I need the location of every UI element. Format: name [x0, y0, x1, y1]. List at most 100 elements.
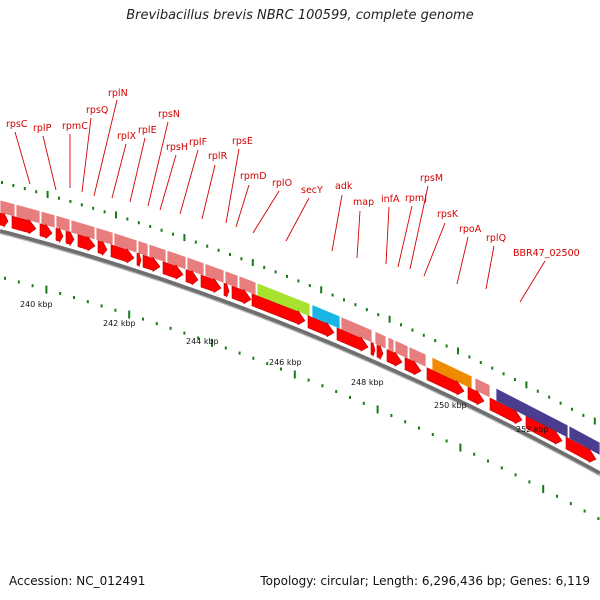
gene-label[interactable]: rpmJ — [405, 193, 427, 204]
gene-label[interactable]: rpsE — [232, 136, 253, 147]
minor-tick — [502, 372, 505, 376]
gene-label[interactable]: rplO — [272, 178, 292, 189]
kbp-label: 246 kbp — [269, 358, 302, 367]
minor-tick — [155, 322, 158, 326]
label-leader — [111, 143, 127, 199]
minor-tick — [142, 317, 144, 321]
gene-label[interactable]: rpsM — [420, 173, 443, 184]
major-tick — [376, 405, 379, 414]
gene-label[interactable]: BBR47_02500 — [513, 248, 580, 259]
label-leader — [485, 245, 495, 290]
minor-tick — [321, 384, 324, 388]
cds-arrow — [65, 230, 75, 247]
label-leader — [356, 210, 361, 259]
gene-feature — [374, 330, 387, 350]
minor-tick — [252, 356, 255, 360]
cds-arrow — [77, 234, 96, 252]
major-tick — [115, 211, 117, 219]
minor-tick — [172, 232, 174, 236]
gene-label[interactable]: rpmC — [62, 121, 88, 132]
label-leaders — [14, 99, 546, 303]
minor-tick — [86, 300, 89, 304]
major-tick — [459, 443, 462, 452]
minor-tick — [362, 401, 365, 405]
minor-tick — [556, 494, 558, 498]
minor-tick — [197, 336, 200, 340]
minor-tick — [35, 190, 38, 194]
gene-label[interactable]: rpmD — [240, 171, 267, 182]
cds-arrow — [251, 293, 306, 326]
major-tick — [45, 285, 48, 294]
gene-label[interactable]: rplF — [189, 137, 207, 148]
gene-label[interactable]: adk — [335, 181, 353, 192]
major-tick — [46, 190, 49, 198]
map-title: Brevibacillus brevis NBRC 100599, comple… — [126, 8, 474, 23]
gene-label[interactable]: map — [353, 197, 374, 208]
cds-arrow — [142, 254, 161, 272]
gene-label[interactable]: rplN — [108, 88, 128, 99]
minor-tick — [73, 296, 75, 300]
gene-label[interactable]: secY — [301, 185, 323, 196]
gene-label[interactable]: rplP — [33, 123, 52, 134]
gene-label[interactable]: rpsC — [6, 119, 28, 130]
cds-arrow — [426, 367, 465, 396]
minor-tick — [559, 401, 562, 405]
cds-arrow — [489, 397, 523, 425]
cds-arrow — [11, 215, 37, 235]
minor-tick — [335, 390, 338, 394]
gene-label[interactable]: rplQ — [486, 233, 506, 244]
minor-tick — [23, 187, 26, 191]
gene-label[interactable]: infA — [381, 194, 400, 205]
minor-tick — [103, 210, 106, 214]
minor-tick — [582, 413, 585, 417]
major-tick — [457, 347, 459, 355]
gene-label[interactable]: rpsH — [166, 142, 188, 153]
label-leader — [147, 121, 169, 207]
minor-tick — [571, 407, 573, 411]
gene-label[interactable]: rplE — [138, 125, 157, 136]
major-tick — [251, 259, 254, 267]
cds-arrow — [307, 315, 335, 338]
label-leader — [129, 137, 146, 203]
major-tick — [293, 370, 296, 379]
inner-tick-track — [4, 276, 600, 521]
minor-tick — [240, 257, 243, 261]
cds-arrow — [162, 261, 184, 280]
backbone-ring — [0, 229, 600, 477]
minor-tick — [500, 466, 503, 470]
major-tick — [542, 485, 545, 494]
minor-tick — [514, 473, 517, 477]
cds-arrow — [565, 436, 597, 463]
gene-label[interactable]: rpsK — [437, 209, 459, 220]
minor-tick — [434, 339, 437, 343]
kbp-label: 248 kbp — [351, 378, 384, 387]
minor-tick — [569, 502, 572, 506]
minor-tick — [390, 414, 393, 418]
label-leader — [159, 154, 177, 211]
gene-label[interactable]: rpsN — [158, 109, 180, 120]
minor-tick — [238, 351, 241, 355]
minor-tick — [349, 395, 351, 399]
minor-tick — [194, 240, 197, 244]
major-tick — [128, 310, 131, 319]
major-tick — [183, 234, 186, 242]
major-tick — [593, 417, 596, 425]
kbp-label: 250 kbp — [434, 401, 467, 410]
minor-tick — [224, 346, 227, 350]
accession-text: Accession: NC_012491 — [9, 574, 146, 588]
label-leader — [252, 190, 280, 234]
backbone-shadow — [0, 232, 600, 477]
minor-tick — [354, 303, 357, 307]
minor-tick — [114, 308, 117, 312]
gene-label[interactable]: rplR — [208, 151, 228, 162]
gene-label[interactable]: rpsQ — [86, 105, 108, 116]
major-tick — [211, 338, 213, 347]
minor-tick — [411, 328, 414, 332]
cds-arrow — [223, 282, 230, 298]
label-leader — [179, 149, 199, 215]
minor-tick — [400, 323, 402, 327]
gene-label[interactable]: rpoA — [459, 224, 482, 235]
gene-label[interactable]: rplX — [117, 131, 137, 142]
minor-tick — [343, 298, 345, 302]
